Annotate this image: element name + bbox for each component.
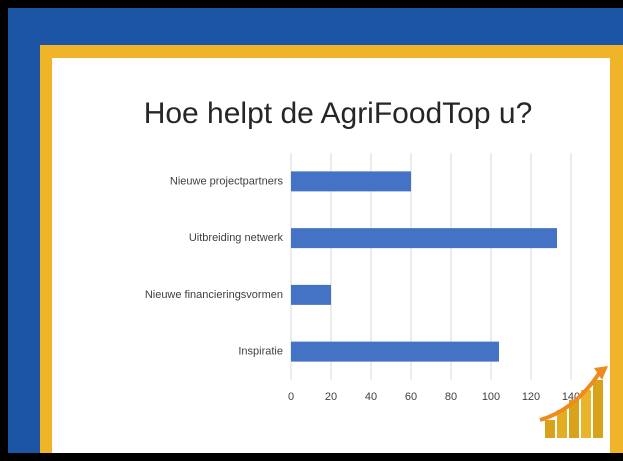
bar bbox=[291, 285, 331, 305]
y-tick-label: Nieuwe financieringsvormen bbox=[145, 289, 283, 301]
x-tick-label: 80 bbox=[445, 391, 457, 403]
x-tick-label: 120 bbox=[522, 391, 540, 403]
bar bbox=[291, 171, 411, 191]
slide: Hoe helpt de AgriFoodTop u? 0 20 40 60 80 100… bbox=[0, 0, 623, 461]
x-tick-label: 20 bbox=[325, 391, 337, 403]
x-tick-label: 60 bbox=[405, 391, 417, 403]
x-tick-label: 100 bbox=[482, 391, 500, 403]
y-tick-label: Uitbreiding netwerk bbox=[189, 232, 284, 244]
bar bbox=[291, 342, 499, 362]
x-tick-label: 0 bbox=[288, 391, 294, 403]
bar bbox=[291, 228, 557, 248]
page: {"chart_data": {"type": "bar", "orientat… bbox=[0, 0, 623, 461]
x-tick-label: 40 bbox=[365, 391, 377, 403]
y-tick-label: Nieuwe projectpartners bbox=[170, 175, 284, 187]
y-tick-label: Inspiratie bbox=[238, 346, 283, 358]
slide-title: Hoe helpt de AgriFoodTop u? bbox=[144, 97, 533, 130]
